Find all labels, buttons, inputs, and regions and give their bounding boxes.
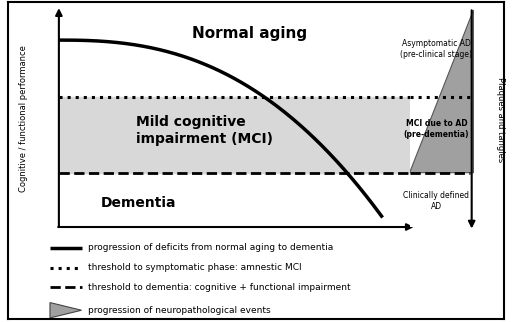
Text: Normal aging: Normal aging <box>192 26 307 41</box>
Text: Asymptomatic AD
(pre-clinical stage): Asymptomatic AD (pre-clinical stage) <box>400 39 473 59</box>
Text: Cognitive / functional performance: Cognitive / functional performance <box>19 45 28 192</box>
Text: Plaques and tangles: Plaques and tangles <box>496 77 505 162</box>
Text: threshold to symptomatic phase: amnestic MCI: threshold to symptomatic phase: amnestic… <box>88 263 302 272</box>
Text: progression of neuropathological events: progression of neuropathological events <box>88 306 271 315</box>
Text: progression of deficits from normal aging to dementia: progression of deficits from normal agin… <box>88 243 333 252</box>
Text: Dementia: Dementia <box>101 196 177 210</box>
Polygon shape <box>50 303 81 318</box>
Text: Mild cognitive
impairment (MCI): Mild cognitive impairment (MCI) <box>136 115 273 146</box>
Polygon shape <box>410 10 474 173</box>
Text: threshold to dementia: cognitive + functional impairment: threshold to dementia: cognitive + funct… <box>88 283 351 292</box>
Text: Clinically defined
AD: Clinically defined AD <box>403 191 470 211</box>
Text: MCI due to AD
(pre-dementia): MCI due to AD (pre-dementia) <box>404 119 469 139</box>
